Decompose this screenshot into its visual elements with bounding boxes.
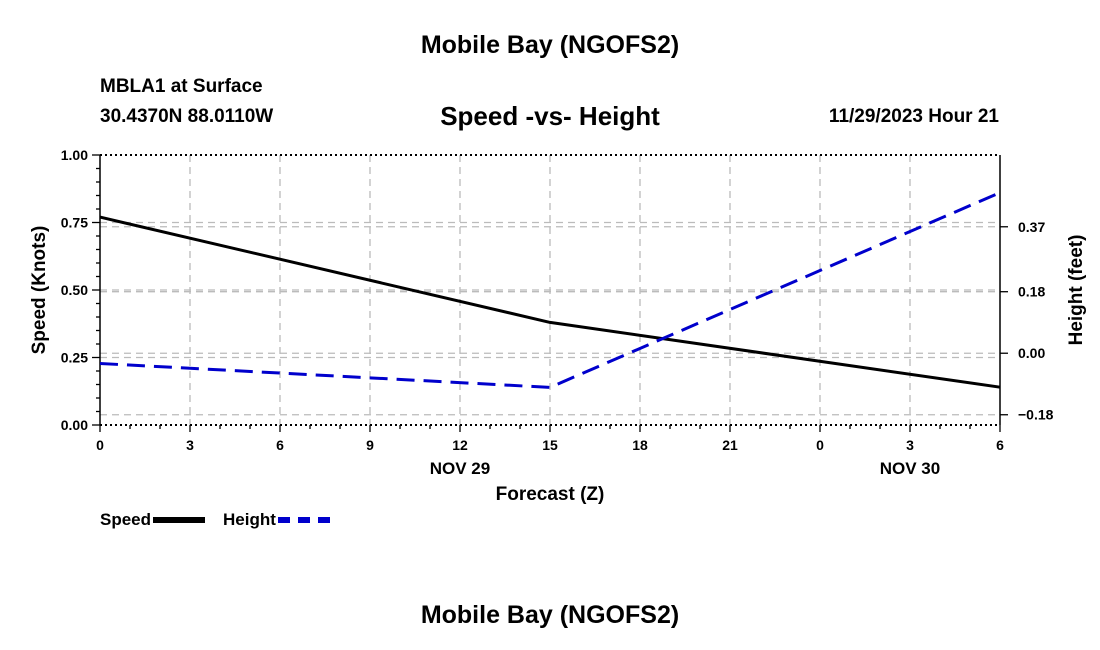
legend-speed-swatch [153, 517, 206, 523]
x-tick-label: 21 [722, 437, 738, 453]
legend: Speed Height [100, 509, 330, 531]
height-series-line [99, 191, 1001, 389]
y-tick-label: 1.00 [61, 147, 88, 163]
x-tick-label: 0 [816, 437, 824, 453]
y-tick-label: 0.00 [61, 417, 88, 433]
chart-subtitle: Speed -vs- Height [440, 101, 660, 131]
station-label: MBLA1 at Surface [100, 76, 263, 97]
y-tick-label: 0.50 [61, 282, 88, 298]
x-tick-label: 3 [906, 437, 914, 453]
y2-axis-label: Height (feet) [1066, 235, 1087, 346]
bottom-title: Mobile Bay (NGOFS2) [420, 601, 680, 629]
x-tick-label: 6 [996, 437, 1004, 453]
x-axis-label: Forecast (Z) [496, 484, 605, 505]
forecast-datetime: 11/29/2023 Hour 21 [828, 106, 999, 127]
x-tick-label: 9 [366, 437, 374, 453]
x-tick-label: 15 [542, 437, 558, 453]
x-tick-label: 12 [452, 437, 468, 453]
y2-tick-label: 0.37 [1018, 219, 1045, 235]
x-tick-label: 6 [276, 437, 284, 453]
x-date-label: NOV 29 [430, 459, 490, 478]
legend-height-swatch [277, 517, 330, 523]
legend-height-label: Height [223, 510, 276, 529]
x-tick-label: 18 [632, 437, 648, 453]
x-tick-label: 0 [96, 437, 104, 453]
y-tick-label: 0.75 [61, 215, 88, 231]
y2-tick-label: 0.18 [1018, 284, 1045, 300]
x-tick-label: 3 [186, 437, 194, 453]
y2-tick-label: 0.00 [1018, 345, 1045, 361]
x-date-label: NOV 30 [880, 459, 940, 478]
coordinates-label: 30.4370N 88.0110W [100, 106, 274, 127]
y-axis-label: Speed (Knots) [29, 226, 50, 355]
y-tick-label: 0.25 [61, 350, 88, 366]
chart-title: Mobile Bay (NGOFS2) [420, 31, 680, 59]
legend-speed-label: Speed [100, 510, 152, 529]
speed-series-line [99, 215, 1001, 389]
y2-tick-label: −0.18 [1018, 407, 1054, 423]
